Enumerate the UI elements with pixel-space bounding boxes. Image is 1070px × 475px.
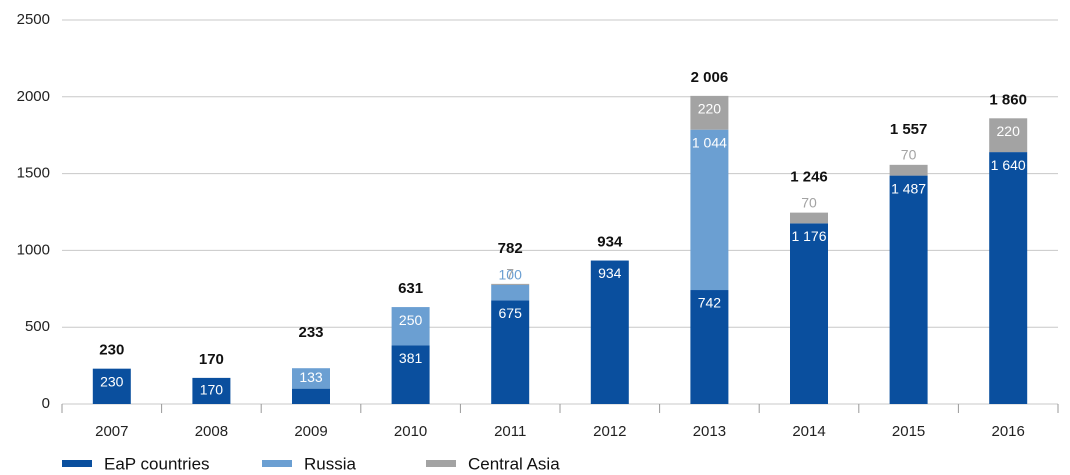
- x-tick-label: 2016: [992, 423, 1025, 440]
- bar-segment: [889, 164, 928, 176]
- bar-segment: [590, 260, 629, 404]
- value-label: 220: [997, 123, 1021, 139]
- total-label: 1 246: [790, 169, 828, 186]
- bar-segment: [391, 345, 430, 404]
- value-label: 742: [698, 295, 722, 311]
- total-label: 2 006: [691, 69, 729, 86]
- value-label: 1 176: [791, 228, 826, 244]
- value-label: 220: [698, 101, 722, 117]
- value-label: 1 487: [891, 180, 926, 196]
- total-label: 1 557: [890, 121, 928, 138]
- bar-segment: [989, 118, 1028, 153]
- bar-segment: [292, 388, 330, 404]
- bar-segment: [491, 300, 530, 404]
- total-label: 230: [99, 342, 124, 359]
- legend-label: EaP countries: [104, 454, 210, 473]
- x-tick-label: 2009: [294, 423, 327, 440]
- legend-label: Central Asia: [468, 454, 560, 473]
- legend-swatch: [62, 460, 92, 467]
- total-label: 631: [398, 280, 423, 297]
- y-tick-label: 1000: [17, 241, 50, 258]
- value-label: 170: [200, 382, 224, 398]
- value-label: 230: [100, 373, 124, 389]
- bar-segment: [790, 212, 828, 224]
- value-label: 675: [499, 305, 523, 321]
- value-label: 70: [901, 147, 917, 163]
- legend-swatch: [426, 460, 456, 467]
- y-tick-label: 1500: [17, 165, 50, 182]
- value-label: 934: [598, 265, 622, 281]
- value-label: 381: [399, 350, 423, 366]
- total-label: 782: [498, 240, 523, 257]
- total-label: 1 860: [989, 91, 1027, 108]
- y-tick-label: 0: [42, 395, 50, 412]
- x-tick-label: 2012: [593, 423, 626, 440]
- value-label: 7: [506, 266, 514, 282]
- bar-segment: [690, 290, 729, 404]
- bar-segment: [192, 377, 231, 404]
- x-tick-label: 2007: [95, 423, 128, 440]
- bar-segment: [989, 152, 1028, 404]
- bar-segment: [690, 129, 729, 291]
- bar-segment: [92, 368, 131, 404]
- bar-segment: [491, 283, 530, 285]
- x-tick-label: 2010: [394, 423, 427, 440]
- x-tick-label: 2011: [494, 423, 526, 440]
- value-label: 100: [499, 267, 523, 283]
- legend-label: Russia: [304, 454, 357, 473]
- bar-segment: [889, 175, 928, 404]
- value-label: 1 640: [991, 157, 1026, 173]
- value-label: 133: [299, 369, 323, 385]
- y-tick-label: 500: [25, 318, 50, 335]
- bar-segment: [292, 368, 330, 389]
- x-tick-label: 2013: [693, 423, 726, 440]
- value-label: 1 044: [692, 134, 727, 150]
- bar-segment: [491, 284, 530, 301]
- bar-segment: [790, 223, 828, 404]
- bar-segment: [391, 307, 430, 346]
- total-label: 934: [597, 234, 623, 251]
- value-label: 70: [801, 194, 817, 210]
- y-tick-label: 2500: [17, 11, 50, 28]
- x-tick-label: 2008: [195, 423, 228, 440]
- bar-segment: [690, 95, 729, 130]
- value-label: 250: [399, 312, 423, 328]
- total-label: 233: [298, 324, 323, 341]
- legend-swatch: [262, 460, 292, 467]
- y-tick-label: 2000: [17, 88, 50, 105]
- total-label: 170: [199, 351, 224, 368]
- x-tick-label: 2015: [892, 423, 925, 440]
- x-tick-label: 2014: [792, 423, 825, 440]
